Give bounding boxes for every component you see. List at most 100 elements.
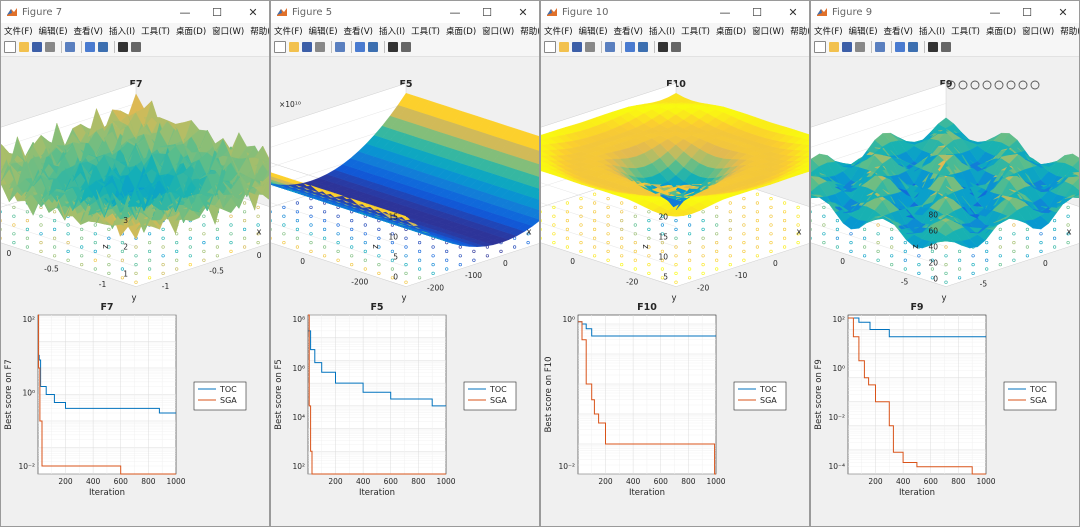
menu-item[interactable]: 桌面(D) [175,26,207,37]
home-icon[interactable] [1030,80,1040,90]
figure-window[interactable]: Figure 5 — ☐ ✕ 文件(F) 编辑(E) 查看(V) 插入(I) 工具(T) 桌面(D… [270,0,540,527]
save-icon[interactable] [842,42,852,52]
window-title-bar[interactable]: Figure 10 — ☐ ✕ [541,1,809,23]
minimize-button[interactable]: — [179,5,191,19]
menu-item[interactable]: 插入(I) [919,26,946,37]
maximize-button[interactable]: ☐ [482,5,492,19]
menu-item[interactable]: 工具(T) [681,26,710,37]
open-file-icon[interactable] [829,42,839,52]
insert-legend-icon[interactable] [368,42,378,52]
close-button[interactable]: ✕ [1058,5,1068,19]
property-inspector-icon[interactable] [131,42,141,52]
print-icon[interactable] [45,42,55,52]
menu-item[interactable]: 窗口(W) [1022,26,1055,37]
menu-item[interactable]: 插入(I) [109,26,136,37]
maximize-button[interactable]: ☐ [1022,5,1032,19]
close-button[interactable]: ✕ [788,5,798,19]
open-file-icon[interactable] [19,42,29,52]
restore-view-icon[interactable] [970,80,980,90]
menu-item[interactable]: 插入(I) [379,26,406,37]
property-inspector-icon[interactable] [671,42,681,52]
menu-item[interactable]: 窗口(W) [482,26,515,37]
menu-item[interactable]: 工具(T) [141,26,170,37]
edit-plot-icon[interactable] [928,42,938,52]
data-tip-icon[interactable] [946,80,956,90]
open-file-icon[interactable] [289,42,299,52]
save-icon[interactable] [572,42,582,52]
close-button[interactable]: ✕ [518,5,528,19]
menu-item[interactable]: 帮助(H) [520,26,539,37]
menu-item[interactable]: 插入(I) [649,26,676,37]
menu-item[interactable]: 文件(F) [4,26,33,37]
menu-item[interactable]: 帮助(H) [790,26,809,37]
menu-item[interactable]: 窗口(W) [752,26,785,37]
rotate-icon[interactable] [982,80,992,90]
save-icon[interactable] [32,42,42,52]
property-inspector-icon[interactable] [401,42,411,52]
minimize-button[interactable]: — [449,5,461,19]
open-file-icon[interactable] [559,42,569,52]
legend[interactable]: TOC SGA [463,381,517,411]
menu-item[interactable]: 查看(V) [73,26,103,37]
edit-plot-icon[interactable] [118,42,128,52]
insert-colorbar-icon[interactable] [85,42,95,52]
menu-item[interactable]: 桌面(D) [985,26,1017,37]
print-icon[interactable] [315,42,325,52]
figure-window[interactable]: Figure 10 — ☐ ✕ 文件(F) 编辑(E) 查看(V) 插入(I) 工具(T) 桌面(… [540,0,810,527]
menu-item[interactable]: 编辑(E) [578,26,608,37]
new-figure-icon[interactable] [4,41,16,53]
menu-item[interactable]: 查看(V) [613,26,643,37]
link-plot-icon[interactable] [65,42,75,52]
insert-colorbar-icon[interactable] [625,42,635,52]
menu-item[interactable]: 编辑(E) [38,26,68,37]
legend[interactable]: TOC SGA [733,381,787,411]
maximize-button[interactable]: ☐ [212,5,222,19]
minimize-button[interactable]: — [989,5,1001,19]
menu-item[interactable]: 窗口(W) [212,26,245,37]
maximize-button[interactable]: ☐ [752,5,762,19]
close-button[interactable]: ✕ [248,5,258,19]
zoom-in-icon[interactable] [1006,80,1016,90]
menu-item[interactable]: 查看(V) [883,26,913,37]
save-icon[interactable] [302,42,312,52]
insert-legend-icon[interactable] [908,42,918,52]
window-title-bar[interactable]: Figure 5 — ☐ ✕ [271,1,539,23]
brush-icon[interactable] [958,80,968,90]
menu-item[interactable]: 帮助(H) [1060,26,1079,37]
menu-item[interactable]: 桌面(D) [445,26,477,37]
menu-item[interactable]: 工具(T) [411,26,440,37]
new-figure-icon[interactable] [274,41,286,53]
menu-item[interactable]: 编辑(E) [848,26,878,37]
legend[interactable]: TOC SGA [1003,381,1057,411]
edit-plot-icon[interactable] [388,42,398,52]
insert-legend-icon[interactable] [98,42,108,52]
print-icon[interactable] [855,42,865,52]
figure-window[interactable]: Figure 7 — ☐ ✕ 文件(F) 编辑(E) 查看(V) 插入(I) 工具(T) 桌面(D… [0,0,270,527]
menu-item[interactable]: 工具(T) [951,26,980,37]
window-title-bar[interactable]: Figure 7 — ☐ ✕ [1,1,269,23]
pan-icon[interactable] [994,80,1004,90]
menu-item[interactable]: 帮助(H) [250,26,269,37]
insert-colorbar-icon[interactable] [895,42,905,52]
new-figure-icon[interactable] [544,41,556,53]
link-plot-icon[interactable] [875,42,885,52]
menu-item[interactable]: 文件(F) [274,26,303,37]
new-figure-icon[interactable] [814,41,826,53]
print-icon[interactable] [585,42,595,52]
menu-item[interactable]: 桌面(D) [715,26,747,37]
edit-plot-icon[interactable] [658,42,668,52]
link-plot-icon[interactable] [605,42,615,52]
link-plot-icon[interactable] [335,42,345,52]
menu-item[interactable]: 文件(F) [544,26,573,37]
minimize-button[interactable]: — [719,5,731,19]
figure-window[interactable]: Figure 9 — ☐ ✕ 文件(F) 编辑(E) 查看(V) 插入(I) 工具(T) 桌面(D… [810,0,1080,527]
property-inspector-icon[interactable] [941,42,951,52]
menu-item[interactable]: 文件(F) [814,26,843,37]
window-title-bar[interactable]: Figure 9 — ☐ ✕ [811,1,1079,23]
insert-colorbar-icon[interactable] [355,42,365,52]
zoom-out-icon[interactable] [1018,80,1028,90]
legend[interactable]: TOC SGA [193,381,247,411]
menu-item[interactable]: 查看(V) [343,26,373,37]
insert-legend-icon[interactable] [638,42,648,52]
menu-item[interactable]: 编辑(E) [308,26,338,37]
